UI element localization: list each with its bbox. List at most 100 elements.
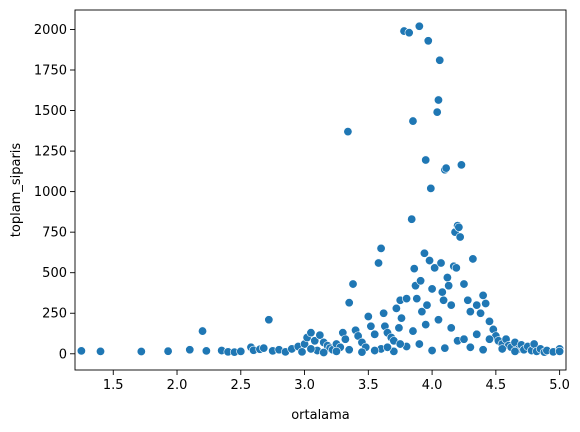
data-point	[419, 248, 429, 258]
data-point	[555, 346, 565, 356]
data-point	[382, 342, 392, 352]
plot-frame	[74, 9, 567, 371]
data-point	[404, 28, 414, 38]
y-tick-label: 1750	[34, 64, 67, 79]
data-point	[310, 336, 320, 346]
x-axis-label: ortalama	[291, 408, 350, 423]
data-point	[306, 344, 316, 354]
data-point	[370, 329, 380, 339]
data-point	[430, 263, 440, 273]
data-point	[422, 300, 432, 310]
data-point	[376, 243, 386, 253]
data-point	[481, 299, 491, 309]
data-point	[414, 21, 424, 31]
y-tick-label: 500	[42, 266, 67, 281]
data-point	[395, 339, 405, 349]
data-point	[455, 232, 465, 242]
data-point	[414, 339, 424, 349]
y-tick-label: 750	[42, 226, 67, 241]
data-point	[497, 344, 507, 354]
data-point	[396, 313, 406, 323]
data-point	[465, 307, 475, 317]
y-tick-label: 0	[59, 347, 67, 362]
data-point	[340, 334, 350, 344]
data-point	[478, 345, 488, 355]
data-point	[472, 329, 482, 339]
x-tick-label: 2.5	[230, 378, 251, 393]
data-point	[379, 308, 389, 318]
data-point	[259, 343, 269, 353]
data-point	[437, 287, 447, 297]
data-point	[409, 264, 419, 274]
data-point	[427, 346, 437, 356]
data-point	[446, 323, 456, 333]
data-point	[163, 346, 173, 356]
data-point	[510, 346, 520, 356]
data-point	[451, 263, 461, 273]
data-point	[426, 183, 436, 193]
data-point	[198, 326, 208, 336]
y-tick-label: 1250	[34, 145, 67, 160]
data-point	[348, 279, 358, 289]
data-point	[442, 273, 452, 283]
x-ticks: 1.5 2.0 2.5 3.0 3.5 4.0 4.5 5.0	[103, 370, 570, 393]
data-point	[465, 342, 475, 352]
data-point	[319, 347, 329, 357]
data-point	[136, 347, 146, 357]
y-tick-label: 2000	[34, 23, 67, 38]
data-point	[236, 346, 246, 356]
data-point	[96, 346, 106, 356]
data-point	[454, 222, 464, 232]
data-point	[343, 127, 353, 137]
data-point	[421, 155, 431, 165]
x-tick-label: 3.5	[358, 378, 379, 393]
data-point	[433, 315, 443, 325]
data-point	[427, 284, 437, 294]
data-point	[446, 300, 456, 310]
x-tick-label: 5.0	[549, 378, 570, 393]
x-tick-label: 2.0	[167, 378, 188, 393]
data-point	[468, 254, 478, 264]
data-point	[201, 346, 211, 356]
data-point	[425, 256, 435, 266]
data-point	[407, 214, 417, 224]
data-point	[459, 279, 469, 289]
plot-area	[75, 10, 566, 370]
y-tick-label: 250	[42, 307, 67, 322]
data-point	[344, 345, 354, 355]
data-point	[389, 346, 399, 356]
data-point	[402, 294, 412, 304]
data-point	[264, 315, 274, 325]
data-point	[76, 346, 86, 356]
data-point	[421, 320, 431, 330]
points-layer	[76, 21, 565, 357]
data-point	[408, 326, 418, 336]
y-tick-label: 1500	[34, 104, 67, 119]
data-point	[432, 107, 442, 117]
x-tick-label: 4.5	[486, 378, 507, 393]
data-point	[408, 116, 418, 126]
data-point	[331, 346, 341, 356]
data-point	[297, 347, 307, 357]
y-ticks: 0 250 500 750 1000 1250 1500 1750 2000	[34, 23, 75, 362]
data-point	[441, 163, 451, 173]
data-point	[394, 323, 404, 333]
data-point	[416, 276, 426, 286]
data-point	[315, 330, 325, 340]
y-axis-label: toplam_siparis	[9, 143, 24, 238]
data-point	[185, 345, 195, 355]
data-point	[484, 316, 494, 326]
data-point	[463, 295, 473, 305]
data-point	[484, 334, 494, 344]
y-tick-label: 1000	[34, 185, 67, 200]
data-point	[439, 295, 449, 305]
data-point	[366, 321, 376, 331]
data-point	[472, 300, 482, 310]
data-point	[456, 160, 466, 170]
data-point	[363, 311, 373, 321]
data-point	[459, 334, 469, 344]
data-point	[476, 308, 486, 318]
data-point	[344, 298, 354, 308]
x-tick-label: 3.0	[294, 378, 315, 393]
